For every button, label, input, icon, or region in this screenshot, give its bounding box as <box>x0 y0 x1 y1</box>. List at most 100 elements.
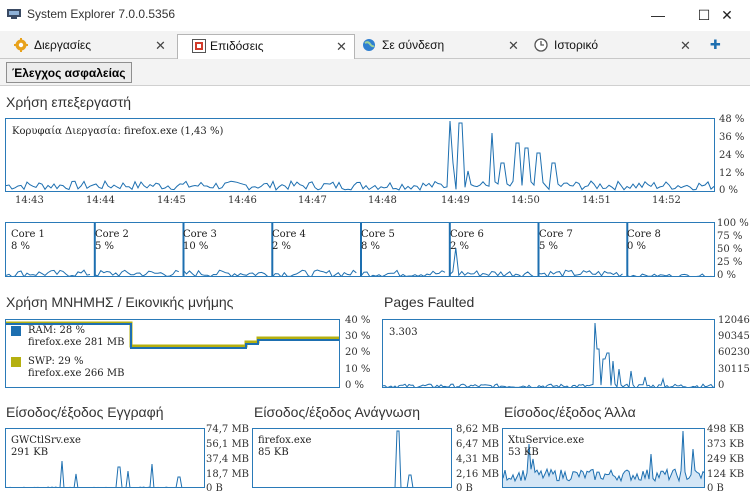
minimize-button[interactable]: — <box>651 7 665 23</box>
core-value: 8 % <box>11 241 31 252</box>
gear-icon <box>14 38 28 52</box>
core-value: 8 % <box>361 241 381 252</box>
core-label: Core 4 <box>272 229 306 240</box>
io-other-value: 53 KB <box>508 447 539 458</box>
title-bar: System Explorer 7.0.0.5356 — ☐ ✕ <box>0 0 750 31</box>
io-write-y-tick: 37,4 MB <box>206 454 250 465</box>
pages-y-tick: 120460 <box>718 315 750 326</box>
io-write-title: Είσοδος/έξοδος Εγγραφή <box>6 404 164 420</box>
ram-label: RAM: 28 % <box>28 325 85 336</box>
io-other-area <box>503 431 704 487</box>
maximize-button[interactable]: ☐ <box>697 7 711 23</box>
io-other-y-tick: 498 KB <box>707 424 745 435</box>
cores-graph: Core 1 8 % Core 2 5 % Core 3 10 % Core 4… <box>5 222 715 277</box>
close-tab-icon[interactable]: ✕ <box>155 38 166 53</box>
close-button[interactable]: ✕ <box>721 7 733 23</box>
core-label: Core 7 <box>539 229 573 240</box>
toolbar: Έλεγχος ασφαλείας <box>0 59 750 86</box>
io-other-y-tick: 373 KB <box>707 439 745 450</box>
time-tick: 14:51 <box>582 195 611 206</box>
cpu-title: Χρήση επεξεργαστή <box>6 94 132 110</box>
cpu-graph: Κορυφαία Διεργασία: firefox.exe (1,43 %) <box>5 118 715 192</box>
io-other-line <box>503 430 704 483</box>
core-usage-line <box>449 247 534 276</box>
core-value: 0 % <box>627 241 647 252</box>
time-tick: 14:50 <box>511 195 540 206</box>
time-tick: 14:46 <box>228 195 257 206</box>
core-usage-line <box>6 269 91 276</box>
close-tab-icon[interactable]: ✕ <box>680 38 691 53</box>
pages-y-tick: 60230 <box>718 347 750 358</box>
tab-label: Διεργασίες <box>34 38 91 52</box>
pages-faulted-line <box>383 322 714 387</box>
cpu-y-tick: 24 % <box>719 150 745 161</box>
time-tick: 14:47 <box>298 195 327 206</box>
io-read-y-tick: 8,62 MB <box>456 424 500 435</box>
io-other-title: Είσοδος/έξοδος Άλλα <box>504 404 636 420</box>
io-other-y-tick: 249 KB <box>707 454 745 465</box>
close-tab-icon[interactable]: ✕ <box>336 39 347 54</box>
time-tick: 14:44 <box>86 195 115 206</box>
core-value: 2 % <box>450 241 470 252</box>
io-other-y-tick: 0 B <box>707 483 724 494</box>
tab-bar: Διεργασίες ✕ Επιδόσεις ✕ Σε σύνδεση ✕ Ισ… <box>0 31 750 59</box>
swp-legend-swatch <box>11 357 21 367</box>
app-icon <box>7 9 21 19</box>
pages-y-tick: 30115 <box>718 364 750 375</box>
io-read-process: firefox.exe <box>258 435 312 446</box>
core-usage-line <box>627 273 712 276</box>
add-tab-button[interactable]: ✚ <box>710 37 721 52</box>
io-other-line <box>503 430 704 487</box>
io-other-y-tick: 124 KB <box>707 469 745 480</box>
tab-history[interactable]: Ιστορικό ✕ <box>522 34 694 59</box>
cores-lines <box>6 223 712 276</box>
close-tab-icon[interactable]: ✕ <box>508 38 519 53</box>
time-tick: 14:49 <box>441 195 470 206</box>
memory-y-tick: 40 % <box>345 315 371 326</box>
core-label: Core 2 <box>95 229 129 240</box>
cpu-y-tick: 48 % <box>719 114 745 125</box>
io-write-y-tick: 18,7 MB <box>206 469 250 480</box>
memory-graph: RAM: 28 % firefox.exe 281 MB SWP: 29 % f… <box>5 319 340 388</box>
time-tick: 14:48 <box>368 195 397 206</box>
pages-faulted-title: Pages Faulted <box>384 294 475 310</box>
cores-y-tick: 0 % <box>717 270 737 281</box>
cpu-y-tick: 0 % <box>719 185 739 196</box>
tab-processes[interactable]: Διεργασίες ✕ <box>2 34 174 59</box>
window-title: System Explorer 7.0.0.5356 <box>27 7 176 21</box>
core-label: Core 8 <box>627 229 661 240</box>
core-label: Core 3 <box>183 229 217 240</box>
core-value: 5 % <box>539 241 559 252</box>
ram-legend-swatch <box>11 326 21 336</box>
cpu-line <box>6 120 714 191</box>
time-tick: 14:52 <box>652 195 681 206</box>
cpu-y-tick: 12 % <box>719 168 745 179</box>
pages-y-tick: 0 <box>718 380 725 391</box>
core-usage-line <box>538 269 623 276</box>
tab-label: Σε σύνδεση <box>382 38 445 52</box>
io-write-process: GWCtlSrv.exe <box>11 435 81 446</box>
io-write-y-tick: 56,1 MB <box>206 439 250 450</box>
cores-y-tick: 25 % <box>717 257 743 268</box>
cpu-peak-label: Κορυφαία Διεργασία: firefox.exe (1,43 %) <box>12 126 224 137</box>
cpu-y-tick: 36 % <box>719 132 745 143</box>
memory-y-tick: 20 % <box>345 347 371 358</box>
memory-lines <box>6 321 339 349</box>
core-label: Core 5 <box>361 229 395 240</box>
performance-icon <box>192 39 206 53</box>
io-other-graph: XtuService.exe 53 KB <box>502 428 705 488</box>
io-write-graph: GWCtlSrv.exe 291 KB <box>5 428 205 488</box>
core-label: Core 6 <box>450 229 484 240</box>
io-read-graph: firefox.exe 85 KB <box>252 428 452 488</box>
ram-process: firefox.exe 281 MB <box>28 337 125 348</box>
ram-usage-line <box>6 323 339 349</box>
core-usage-line <box>183 269 268 276</box>
io-write-y-tick: 74,7 MB <box>206 424 250 435</box>
core-usage-line <box>360 269 446 276</box>
memory-y-tick: 10 % <box>345 364 371 375</box>
tab-performance[interactable]: Επιδόσεις ✕ <box>177 34 355 59</box>
io-read-y-tick: 0 B <box>456 483 473 494</box>
io-read-value: 85 KB <box>258 447 289 458</box>
tab-online[interactable]: Σε σύνδεση ✕ <box>350 34 530 59</box>
security-check-button[interactable]: Έλεγχος ασφαλείας <box>6 62 132 83</box>
